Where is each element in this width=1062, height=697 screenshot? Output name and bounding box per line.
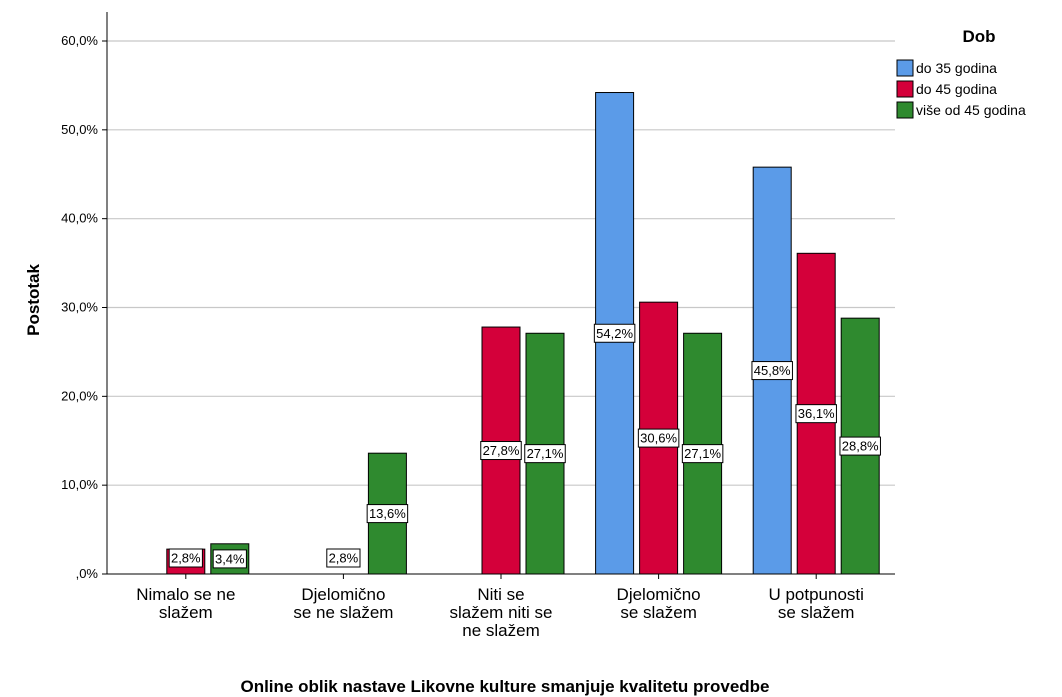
data-label-box: [839, 436, 881, 456]
category-label-layer: Nimalo se ne slažem Djelomično se ne slažem…: [136, 585, 864, 640]
data-label: 54,2%: [596, 326, 633, 341]
x-category-label: Nimalo se ne slažem: [136, 585, 235, 622]
data-label-box: [593, 323, 636, 343]
data-label-box: [637, 428, 680, 448]
data-label: 3,4%: [215, 551, 245, 566]
legend-swatch: [896, 80, 914, 98]
x-category-label: Djelomično se ne slažem: [293, 585, 393, 622]
y-tick-label: 40,0%: [61, 211, 98, 226]
data-label: 45,8%: [754, 363, 791, 378]
x-category-label: U potpunosti se slažem: [768, 585, 863, 622]
data-label: 36,1%: [798, 406, 835, 421]
data-label: 2,8%: [171, 551, 201, 566]
legend-entry: više od 45 godina: [916, 102, 1026, 118]
x-category-label: Niti se slažem niti se ne slažem: [450, 585, 553, 640]
data-label: 28,8%: [842, 439, 879, 454]
y-tick-label: 20,0%: [61, 388, 98, 403]
y-tick-label: 30,0%: [61, 300, 98, 315]
data-label-layer: 2,8% 3,4% 2,8% 13,6% 27,8% 27,1% 54,2% 30,6% 27,…: [168, 323, 881, 569]
legend-swatch: [896, 59, 914, 77]
data-label-box: [524, 444, 566, 464]
legend-entry: do 35 godina: [916, 60, 997, 76]
legend-entry: do 45 godina: [916, 81, 997, 97]
data-label-box: [480, 441, 522, 461]
data-label: 30,6%: [640, 431, 677, 446]
data-label: 27,1%: [684, 446, 721, 461]
data-label: 27,8%: [483, 443, 520, 458]
legend-swatch: [896, 101, 914, 119]
y-tick-label: 50,0%: [61, 122, 98, 137]
data-label-box: [366, 504, 409, 524]
legend-items: do 35 godina do 45 godina više od 45 godin…: [896, 59, 1026, 119]
data-label-box: [681, 444, 724, 464]
y-tick-label: ,0%: [76, 566, 99, 581]
legend: Dob do 35 godina do 45 godina više od 45 g…: [896, 27, 1026, 119]
data-label-box: [795, 404, 837, 424]
data-label-box: [751, 361, 793, 381]
x-axis-title: Online oblik nastave Likovne kulture sma…: [240, 677, 769, 696]
data-label: 27,1%: [527, 446, 564, 461]
data-label: 13,6%: [369, 506, 406, 521]
y-tick-label: 60,0%: [61, 33, 98, 48]
bar-layer: [166, 92, 880, 575]
y-axis-title: Postotak: [24, 264, 43, 336]
data-label-box: [212, 549, 247, 569]
data-label-box: [326, 548, 361, 568]
y-tick-label: 10,0%: [61, 477, 98, 492]
data-label: 2,8%: [329, 551, 359, 566]
legend-title: Dob: [962, 27, 995, 46]
data-label-box: [168, 548, 203, 568]
x-category-label: Djelomično se slažem: [617, 585, 701, 622]
